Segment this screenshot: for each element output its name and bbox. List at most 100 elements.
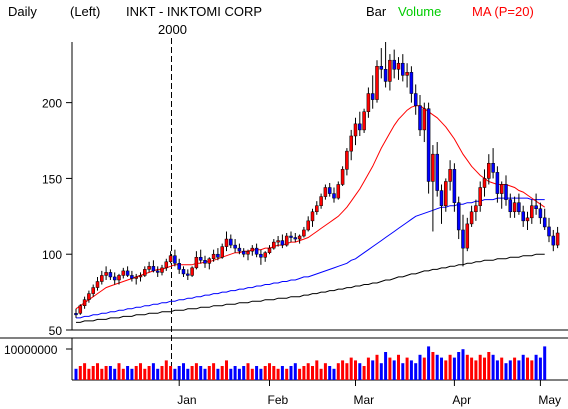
price-tick-label: 100 <box>42 248 62 262</box>
volume-bar <box>126 366 130 380</box>
candle-body <box>112 276 117 281</box>
volume-bar <box>190 366 194 380</box>
candle <box>482 169 487 197</box>
volume-bar <box>293 363 297 380</box>
candle <box>310 208 315 227</box>
candle-body <box>87 293 91 300</box>
candle <box>177 258 181 274</box>
volume-bar <box>237 368 241 380</box>
candle <box>125 266 130 277</box>
candle <box>91 284 95 297</box>
month-label: Feb <box>268 393 289 407</box>
candle <box>284 232 289 247</box>
candle-body <box>431 153 435 182</box>
period-label: Daily <box>8 4 37 19</box>
candle <box>233 239 237 253</box>
candle <box>349 129 353 161</box>
volume-bar <box>491 354 495 380</box>
candle-body <box>186 273 190 276</box>
candle-body <box>461 229 465 249</box>
candle <box>422 102 427 143</box>
candle-body <box>280 240 285 246</box>
candle-body <box>173 255 177 264</box>
candle-body <box>388 59 392 82</box>
candle-body <box>155 270 160 273</box>
candle-body <box>284 235 289 246</box>
candle-body <box>267 247 272 253</box>
candle <box>336 181 341 200</box>
volume-bar <box>345 363 349 380</box>
candle <box>74 308 78 318</box>
volume-bar <box>504 363 508 380</box>
candle <box>418 95 422 136</box>
candle <box>155 266 160 277</box>
candle-body <box>194 256 199 269</box>
volume-bar <box>182 363 185 380</box>
candle-body <box>487 163 491 179</box>
volume-bar <box>388 357 392 380</box>
candle <box>263 251 267 262</box>
candle <box>499 181 504 209</box>
candle-body <box>336 184 341 199</box>
candle <box>435 142 439 197</box>
candle <box>405 63 409 88</box>
candle <box>362 108 366 133</box>
candle <box>375 60 379 103</box>
candle-body <box>422 108 427 131</box>
volume-bar <box>422 357 426 380</box>
volume-bar <box>440 357 443 380</box>
ma-legend: MA (P=20) <box>472 4 534 19</box>
candle-body <box>237 247 242 252</box>
volume-bar <box>246 363 250 380</box>
candle <box>474 199 478 221</box>
candle-body <box>254 247 259 255</box>
candle-body <box>263 252 267 258</box>
candle-body <box>108 272 113 278</box>
candle <box>280 234 285 249</box>
volume-bar <box>199 366 203 380</box>
volume-bar <box>418 354 422 380</box>
candle-body <box>190 267 194 276</box>
candle <box>551 229 556 252</box>
volume-bar <box>233 366 237 380</box>
volume-bar <box>100 368 104 380</box>
candle-body <box>220 246 224 258</box>
candle-body <box>495 172 500 194</box>
candle-body <box>138 275 143 278</box>
volume-bar <box>448 354 452 380</box>
volume-bar <box>87 368 91 380</box>
price-ticks: 50 100 150 200 <box>42 97 72 338</box>
candle-body <box>250 247 255 252</box>
candle <box>366 87 371 118</box>
candle-body <box>147 266 151 270</box>
scale-label: (Left) <box>70 4 100 19</box>
candle <box>525 211 530 230</box>
candle-body <box>555 232 560 246</box>
volume-bar <box>530 360 534 380</box>
candle-body <box>358 123 362 131</box>
volume-bar <box>160 366 164 380</box>
volume-bar <box>285 368 289 380</box>
candle <box>190 266 194 277</box>
chart-type-label: Bar <box>366 4 387 19</box>
volume-bar <box>311 366 314 380</box>
volume-bar <box>465 354 469 380</box>
volume-bar <box>104 366 108 380</box>
volume-bar <box>83 363 87 380</box>
candle <box>547 217 551 243</box>
candle <box>521 205 525 227</box>
candle-body <box>246 250 250 255</box>
candle <box>469 205 474 227</box>
candle <box>207 257 212 270</box>
price-tick-label: 200 <box>42 97 62 111</box>
candle-body <box>517 202 521 213</box>
candle-body <box>78 305 83 314</box>
candle-body <box>426 108 431 182</box>
volume-bar <box>272 366 276 380</box>
candle <box>396 57 401 80</box>
candle-body <box>465 223 470 249</box>
volume-bar <box>194 363 198 380</box>
candle-body <box>525 217 530 222</box>
candle <box>306 216 310 232</box>
volume-bar <box>362 366 366 380</box>
